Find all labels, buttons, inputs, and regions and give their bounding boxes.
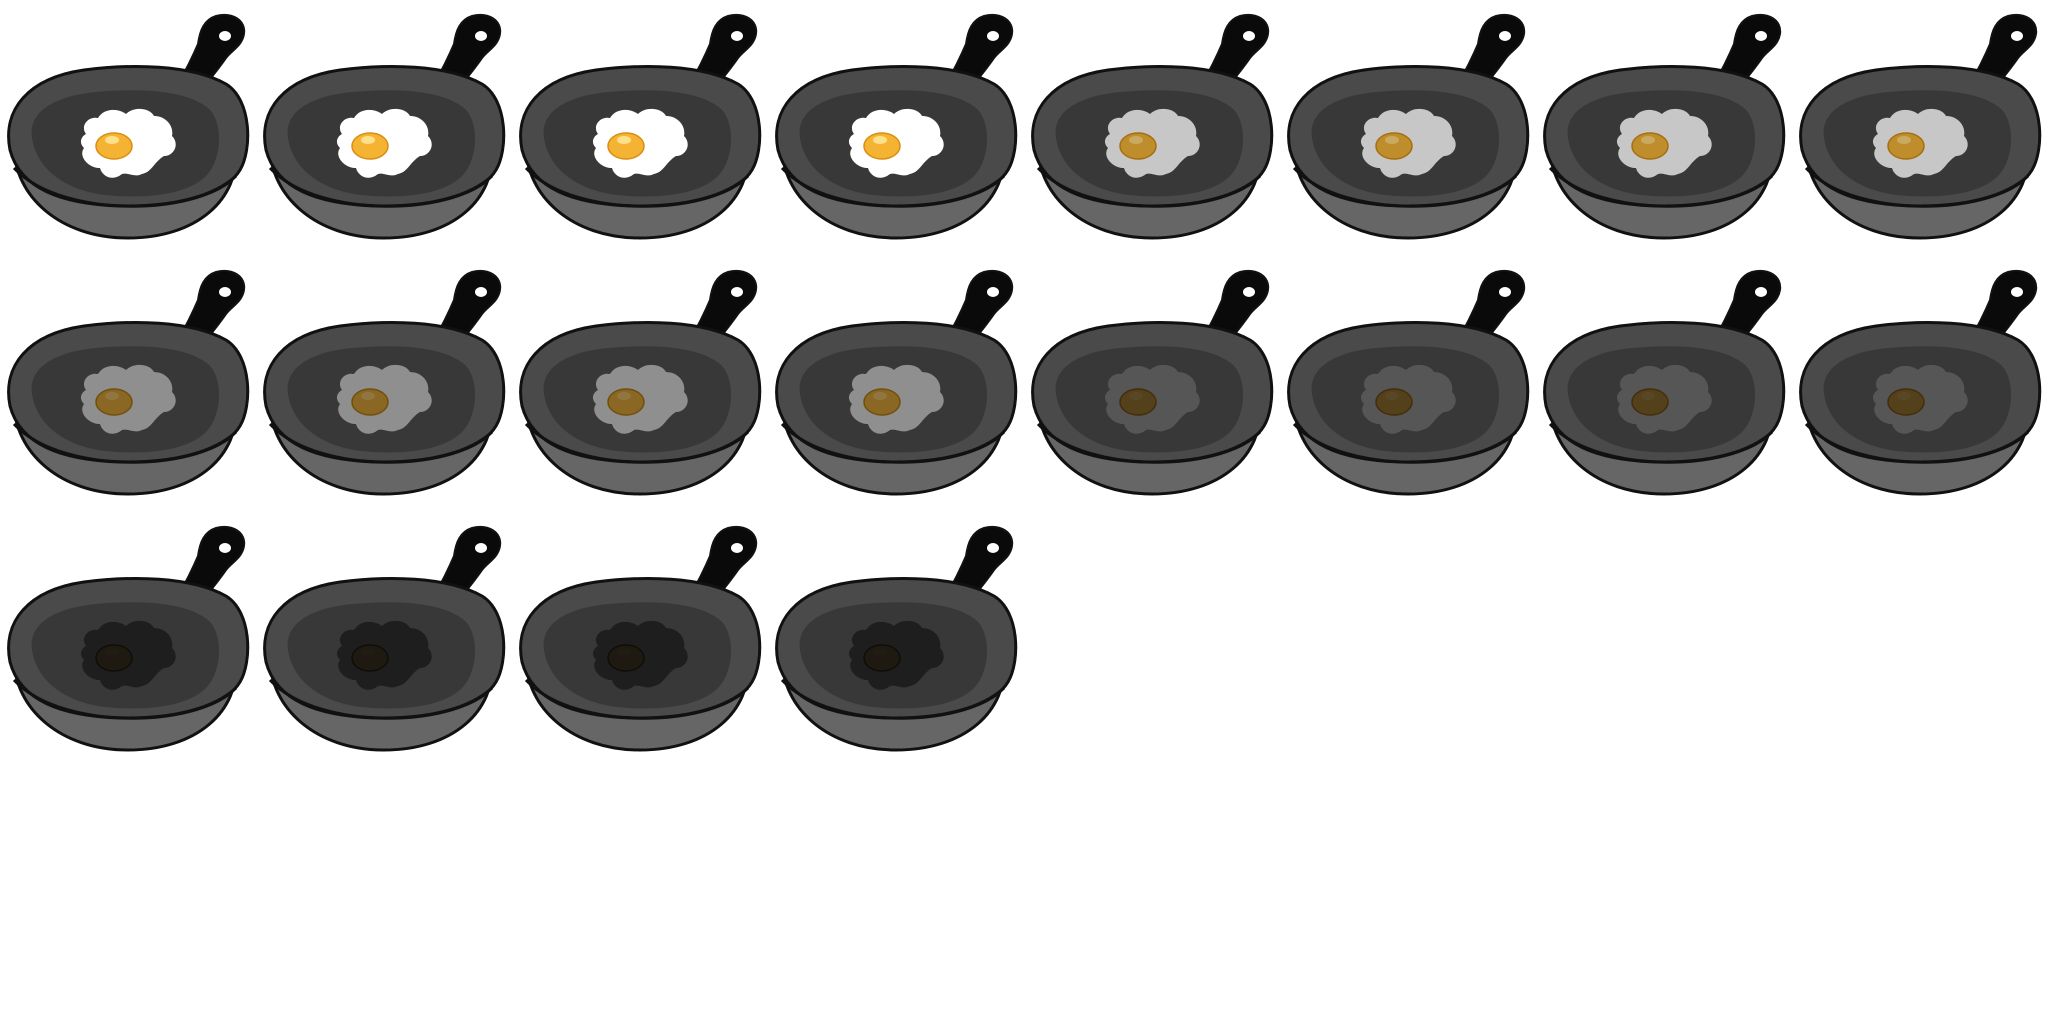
handle-hole — [475, 31, 487, 41]
yolk-highlight — [1897, 392, 1911, 400]
yolk-highlight — [1641, 392, 1655, 400]
frying-pan-frame[interactable] — [512, 512, 768, 768]
yolk-highlight — [361, 136, 375, 144]
frying-pan-frame[interactable] — [0, 256, 256, 512]
frying-pan-frame[interactable] — [1792, 256, 2048, 512]
yolk-highlight — [361, 392, 375, 400]
yolk-highlight — [873, 136, 887, 144]
handle-hole — [2011, 287, 2023, 297]
handle-hole — [1243, 31, 1255, 41]
yolk-highlight — [1385, 392, 1399, 400]
handle-hole — [731, 287, 743, 297]
handle-hole — [219, 31, 231, 41]
handle-hole — [2011, 31, 2023, 41]
frying-pan-frame[interactable] — [768, 256, 1024, 512]
frying-pan-frame[interactable] — [256, 256, 512, 512]
yolk-highlight — [873, 392, 887, 400]
frying-pan-frame[interactable] — [1024, 256, 1280, 512]
yolk-highlight — [617, 648, 631, 656]
frying-pan-frame[interactable] — [0, 0, 256, 256]
handle-hole — [1499, 287, 1511, 297]
yolk-highlight — [617, 136, 631, 144]
frying-pan-frame[interactable] — [768, 0, 1024, 256]
frying-pan-frame[interactable] — [256, 512, 512, 768]
frying-pan-frame[interactable] — [0, 512, 256, 768]
handle-hole — [987, 31, 999, 41]
handle-hole — [475, 287, 487, 297]
handle-hole — [1243, 287, 1255, 297]
frying-pan-frame[interactable] — [1536, 256, 1792, 512]
handle-hole — [731, 543, 743, 553]
frying-pan-frame[interactable] — [768, 512, 1024, 768]
frying-pan-frame[interactable] — [1792, 0, 2048, 256]
frying-pan-frame[interactable] — [512, 256, 768, 512]
handle-hole — [987, 543, 999, 553]
yolk-highlight — [873, 648, 887, 656]
yolk-highlight — [1129, 136, 1143, 144]
yolk-highlight — [105, 648, 119, 656]
yolk-highlight — [617, 392, 631, 400]
handle-hole — [1755, 31, 1767, 41]
yolk-highlight — [1385, 136, 1399, 144]
frying-pan-frame[interactable] — [1280, 0, 1536, 256]
handle-hole — [1499, 31, 1511, 41]
yolk-highlight — [1129, 392, 1143, 400]
yolk-highlight — [105, 392, 119, 400]
frying-pan-frame[interactable] — [1024, 0, 1280, 256]
handle-hole — [219, 287, 231, 297]
frying-pan-frame[interactable] — [256, 0, 512, 256]
handle-hole — [219, 543, 231, 553]
frying-pan-frame[interactable] — [512, 0, 768, 256]
frying-pan-frame[interactable] — [1280, 256, 1536, 512]
yolk-highlight — [361, 648, 375, 656]
yolk-highlight — [1641, 136, 1655, 144]
handle-hole — [731, 31, 743, 41]
yolk-highlight — [105, 136, 119, 144]
handle-hole — [475, 543, 487, 553]
handle-hole — [987, 287, 999, 297]
frying-pan-frame[interactable] — [1536, 0, 1792, 256]
yolk-highlight — [1897, 136, 1911, 144]
handle-hole — [1755, 287, 1767, 297]
